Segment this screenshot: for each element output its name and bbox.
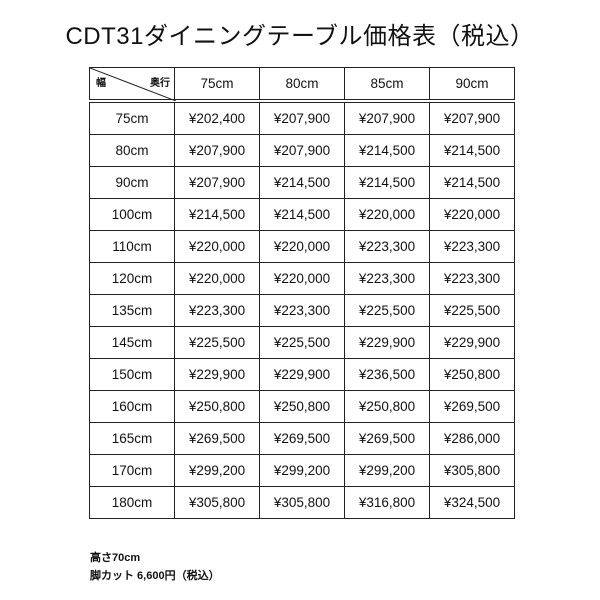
price-cell: ¥214,500 [344, 166, 430, 199]
row-header: 120cm [89, 262, 175, 295]
column-header: 80cm [259, 67, 345, 103]
table-row: 75cm ¥202,400 ¥207,900 ¥207,900 ¥207,900 [89, 100, 515, 135]
corner-cell: 幅 奥行 [89, 67, 176, 103]
price-cell: ¥207,900 [174, 134, 260, 167]
table-row: 150cm ¥229,900 ¥229,900 ¥236,500 ¥250,800 [89, 358, 515, 391]
column-header: 90cm [429, 67, 515, 103]
leg-cut-note: 脚カット 6,600円（税込） [90, 570, 220, 582]
price-cell: ¥229,900 [429, 326, 515, 359]
price-cell: ¥269,500 [344, 422, 430, 455]
price-cell: ¥223,300 [259, 294, 345, 327]
price-cell: ¥299,200 [174, 454, 260, 487]
price-cell: ¥269,500 [174, 422, 260, 455]
table-row: 100cm ¥214,500 ¥214,500 ¥220,000 ¥220,000 [89, 198, 515, 231]
column-header: 75cm [174, 67, 260, 103]
table-row: 170cm ¥299,200 ¥299,200 ¥299,200 ¥305,800 [89, 454, 515, 487]
price-cell: ¥225,500 [344, 294, 430, 327]
price-cell: ¥305,800 [259, 486, 345, 519]
row-header: 90cm [89, 166, 175, 199]
row-header: 80cm [89, 134, 175, 167]
price-cell: ¥207,900 [174, 166, 260, 199]
price-cell: ¥214,500 [174, 198, 260, 231]
diagonal-line [90, 68, 176, 101]
price-cell: ¥286,000 [429, 422, 515, 455]
price-cell: ¥225,500 [174, 326, 260, 359]
price-cell: ¥236,500 [344, 358, 430, 391]
price-cell: ¥223,300 [174, 294, 260, 327]
price-table: 幅 奥行 75cm 80cm 85cm 90cm 75cm ¥202,400 ¥20… [89, 67, 515, 519]
price-cell: ¥207,900 [429, 100, 515, 135]
price-cell: ¥207,900 [344, 100, 430, 135]
price-cell: ¥299,200 [259, 454, 345, 487]
price-cell: ¥214,500 [259, 166, 345, 199]
row-header: 160cm [89, 390, 175, 423]
price-cell: ¥214,500 [429, 134, 515, 167]
table-row: 160cm ¥250,800 ¥250,800 ¥250,800 ¥269,500 [89, 390, 515, 423]
price-cell: ¥250,800 [344, 390, 430, 423]
row-header: 145cm [89, 326, 175, 359]
price-cell: ¥305,800 [174, 486, 260, 519]
price-cell: ¥305,800 [429, 454, 515, 487]
price-cell: ¥229,900 [259, 358, 345, 391]
price-cell: ¥223,300 [344, 262, 430, 295]
price-cell: ¥250,800 [259, 390, 345, 423]
table-row: 80cm ¥207,900 ¥207,900 ¥214,500 ¥214,500 [89, 134, 515, 167]
height-note: 高さ70cm [90, 552, 141, 564]
price-cell: ¥220,000 [259, 230, 345, 263]
price-cell: ¥220,000 [174, 262, 260, 295]
price-cell: ¥223,300 [429, 262, 515, 295]
header-row: 幅 奥行 75cm 80cm 85cm 90cm [89, 67, 515, 103]
price-cell: ¥220,000 [429, 198, 515, 231]
price-cell: ¥223,300 [344, 230, 430, 263]
table-row: 165cm ¥269,500 ¥269,500 ¥269,500 ¥286,000 [89, 422, 515, 455]
price-cell: ¥316,800 [344, 486, 430, 519]
price-cell: ¥223,300 [429, 230, 515, 263]
price-cell: ¥214,500 [344, 134, 430, 167]
price-cell: ¥250,800 [174, 390, 260, 423]
page-title: CDT31ダイニングテーブル価格表（税込） [65, 23, 535, 50]
price-cell: ¥225,500 [429, 294, 515, 327]
row-header: 100cm [89, 198, 175, 231]
table-row: 135cm ¥223,300 ¥223,300 ¥225,500 ¥225,500 [89, 294, 515, 327]
price-cell: ¥220,000 [259, 262, 345, 295]
table-row: 120cm ¥220,000 ¥220,000 ¥223,300 ¥223,300 [89, 262, 515, 295]
row-header: 135cm [89, 294, 175, 327]
table-row: 180cm ¥305,800 ¥305,800 ¥316,800 ¥324,500 [89, 486, 515, 519]
price-cell: ¥207,900 [259, 100, 345, 135]
price-cell: ¥269,500 [429, 390, 515, 423]
price-cell: ¥229,900 [344, 326, 430, 359]
price-cell: ¥269,500 [259, 422, 345, 455]
width-label: 幅 [96, 78, 106, 89]
row-header: 110cm [89, 230, 175, 263]
price-cell: ¥202,400 [174, 100, 260, 135]
row-header: 165cm [89, 422, 175, 455]
table-row: 90cm ¥207,900 ¥214,500 ¥214,500 ¥214,500 [89, 166, 515, 199]
price-cell: ¥250,800 [429, 358, 515, 391]
price-cell: ¥229,900 [174, 358, 260, 391]
depth-label: 奥行 [150, 78, 170, 89]
price-cell: ¥214,500 [259, 198, 345, 231]
table-row: 110cm ¥220,000 ¥220,000 ¥223,300 ¥223,300 [89, 230, 515, 263]
row-header: 180cm [89, 486, 175, 519]
price-cell: ¥220,000 [174, 230, 260, 263]
price-cell: ¥225,500 [259, 326, 345, 359]
row-header: 150cm [89, 358, 175, 391]
price-cell: ¥214,500 [429, 166, 515, 199]
price-cell: ¥207,900 [259, 134, 345, 167]
column-header: 85cm [344, 67, 430, 103]
row-header: 170cm [89, 454, 175, 487]
price-cell: ¥220,000 [344, 198, 430, 231]
price-cell: ¥299,200 [344, 454, 430, 487]
row-header: 75cm [89, 100, 175, 135]
table-row: 145cm ¥225,500 ¥225,500 ¥229,900 ¥229,900 [89, 326, 515, 359]
price-cell: ¥324,500 [429, 486, 515, 519]
